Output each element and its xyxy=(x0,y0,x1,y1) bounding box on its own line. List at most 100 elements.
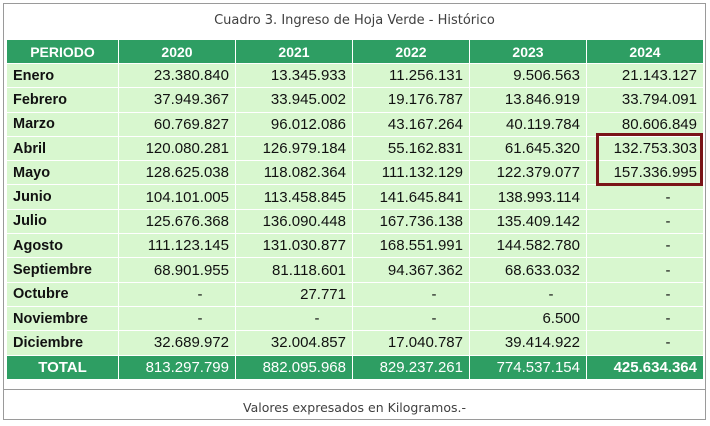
value-cell: 157.336.995 xyxy=(586,160,704,186)
value-cell: 122.379.077 xyxy=(469,160,587,186)
table-row: Noviembre - - -6.500- xyxy=(6,305,704,332)
row-month: Agosto xyxy=(6,233,119,259)
value-cell: - xyxy=(586,305,704,332)
value-cell: 125.676.368 xyxy=(118,208,236,235)
value-cell: 55.162.831 xyxy=(352,135,470,162)
value-cell: 138.993.114 xyxy=(469,184,587,210)
value-cell: 11.256.131 xyxy=(352,62,470,89)
value-cell: - xyxy=(586,281,704,307)
row-month: Abril xyxy=(6,135,119,162)
table-footnote: Valores expresados en Kilogramos.- xyxy=(4,389,705,421)
table-row: Abril 120.080.281 126.979.184 55.162.831 61.… xyxy=(6,135,704,162)
value-cell: 136.090.448 xyxy=(235,208,353,235)
table-row: Octubre -27.771- - - xyxy=(6,281,704,307)
row-month: Noviembre xyxy=(6,305,119,332)
header-year: 2023 xyxy=(469,39,587,64)
value-cell: 6.500 xyxy=(469,305,587,332)
value-cell: 126.979.184 xyxy=(235,135,353,162)
value-cell: 23.380.840 xyxy=(118,62,236,89)
value-cell: 13.846.919 xyxy=(469,87,587,113)
header-year: 2022 xyxy=(352,39,470,64)
header-row: PERIODO 2020 2021 2022 2023 2024 xyxy=(6,39,704,64)
value-cell: 167.736.138 xyxy=(352,208,470,235)
table-row: Marzo 60.769.827 96.012.086 43.167.264 40.11… xyxy=(6,111,704,137)
table-row: Febrero 37.949.367 33.945.002 19.176.787 13.… xyxy=(6,87,704,113)
total-cell: 813.297.799 xyxy=(118,354,236,380)
total-cell: 774.537.154 xyxy=(469,354,587,380)
value-cell: 13.345.933 xyxy=(235,62,353,89)
value-cell: - xyxy=(586,184,704,210)
value-cell: 141.645.841 xyxy=(352,184,470,210)
value-cell: 132.753.303 xyxy=(586,135,704,162)
value-cell: 118.082.364 xyxy=(235,160,353,186)
data-table: PERIODO 2020 2021 2022 2023 2024 Enero 23… xyxy=(6,39,704,380)
value-cell: 32.004.857 xyxy=(235,330,353,356)
value-cell: 96.012.086 xyxy=(235,111,353,137)
value-cell: - xyxy=(352,305,470,332)
row-month: Enero xyxy=(6,62,119,89)
value-cell: 144.582.780 xyxy=(469,233,587,259)
total-cell: 882.095.968 xyxy=(235,354,353,380)
value-cell: 61.645.320 xyxy=(469,135,587,162)
table-row: Diciembre 32.689.972 32.004.857 17.040.787 3… xyxy=(6,330,704,356)
row-month: Julio xyxy=(6,208,119,235)
value-cell: - xyxy=(352,281,470,307)
value-cell: 68.633.032 xyxy=(469,257,587,283)
header-period: PERIODO xyxy=(6,39,119,64)
table-row: Agosto 111.123.145 131.030.877 168.551.991 1… xyxy=(6,233,704,259)
value-cell: 111.132.129 xyxy=(352,160,470,186)
value-cell: 135.409.142 xyxy=(469,208,587,235)
value-cell: 37.949.367 xyxy=(118,87,236,113)
value-cell: 43.167.264 xyxy=(352,111,470,137)
value-cell: - xyxy=(118,281,236,307)
row-month: Octubre xyxy=(6,281,119,307)
row-month: Marzo xyxy=(6,111,119,137)
value-cell: 80.606.849 xyxy=(586,111,704,137)
header-year: 2021 xyxy=(235,39,353,64)
value-cell: 128.625.038 xyxy=(118,160,236,186)
value-cell: - xyxy=(469,281,587,307)
table-row: Enero 23.380.840 13.345.933 11.256.131 9.506… xyxy=(6,62,704,89)
value-cell: 19.176.787 xyxy=(352,87,470,113)
total-row: TOTAL 813.297.799 882.095.968 829.237.26… xyxy=(6,354,704,380)
value-cell: 113.458.845 xyxy=(235,184,353,210)
total-label: TOTAL xyxy=(6,354,119,380)
value-cell: 40.119.784 xyxy=(469,111,587,137)
header-year: 2024 xyxy=(586,39,704,64)
value-cell: 131.030.877 xyxy=(235,233,353,259)
value-cell: 81.118.601 xyxy=(235,257,353,283)
table-frame: Cuadro 3. Ingreso de Hoja Verde - Histór… xyxy=(3,3,706,420)
value-cell: 94.367.362 xyxy=(352,257,470,283)
value-cell: 60.769.827 xyxy=(118,111,236,137)
value-cell: 33.794.091 xyxy=(586,87,704,113)
row-month: Junio xyxy=(6,184,119,210)
value-cell: 120.080.281 xyxy=(118,135,236,162)
table-row: Julio 125.676.368 136.090.448 167.736.138 13… xyxy=(6,208,704,235)
value-cell: 33.945.002 xyxy=(235,87,353,113)
total-cell: 829.237.261 xyxy=(352,354,470,380)
value-cell: - xyxy=(586,233,704,259)
value-cell: 32.689.972 xyxy=(118,330,236,356)
table-row: Septiembre 68.901.955 81.118.601 94.367.362… xyxy=(6,257,704,283)
value-cell: 39.414.922 xyxy=(469,330,587,356)
value-cell: 68.901.955 xyxy=(118,257,236,283)
value-cell: - xyxy=(586,330,704,356)
row-month: Septiembre xyxy=(6,257,119,283)
value-cell: 9.506.563 xyxy=(469,62,587,89)
value-cell: 17.040.787 xyxy=(352,330,470,356)
value-cell: - xyxy=(586,257,704,283)
total-cell: 425.634.364 xyxy=(586,354,704,380)
row-month: Mayo xyxy=(6,160,119,186)
table-row: Mayo 128.625.038 118.082.364 111.132.129 122… xyxy=(6,160,704,186)
value-cell: 168.551.991 xyxy=(352,233,470,259)
value-cell: 27.771 xyxy=(235,281,353,307)
value-cell: 111.123.145 xyxy=(118,233,236,259)
value-cell: - xyxy=(235,305,353,332)
value-cell: - xyxy=(586,208,704,235)
table-body: Enero 23.380.840 13.345.933 11.256.131 9.506… xyxy=(6,62,704,356)
value-cell: - xyxy=(118,305,236,332)
table-title: Cuadro 3. Ingreso de Hoja Verde - Histór… xyxy=(214,13,495,28)
value-cell: 104.101.005 xyxy=(118,184,236,210)
value-cell: 21.143.127 xyxy=(586,62,704,89)
row-month: Diciembre xyxy=(6,330,119,356)
